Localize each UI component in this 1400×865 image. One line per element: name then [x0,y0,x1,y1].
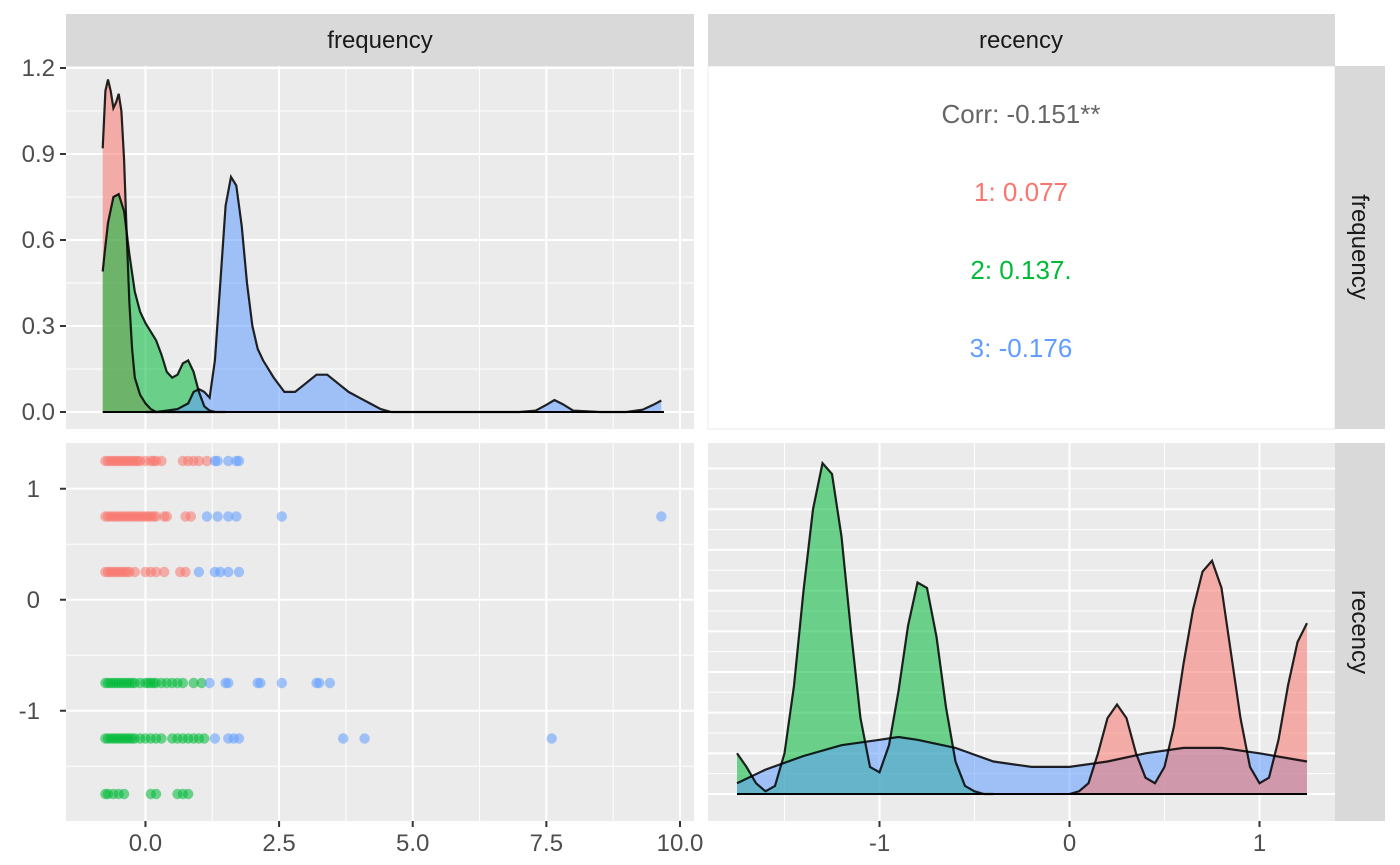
freq-line-group-3 [145,173,662,414]
scatter-point-group-1 [150,566,162,578]
recency-xtick-label: -1 [869,830,890,857]
corr-group-2: 2: 0.137. [970,255,1071,285]
scatter-point-group-1 [180,566,191,578]
scatter-layer [66,443,694,821]
scatter-point-group-3 [212,455,223,467]
scatter-point-group-2 [183,788,194,800]
scatter-point-group-3 [276,677,287,689]
scatter-point-group-2 [196,677,207,689]
freq-xtick-label: 2.5 [262,830,295,857]
strip-label-top-frequency: frequency [327,27,432,54]
scatter-point-group-3 [204,677,215,689]
scatter-point-group-2 [118,788,130,800]
scatter-point-group-3 [546,733,557,744]
scatter-point-group-2 [177,677,189,689]
scatter-point-group-3 [314,677,325,689]
scatter-point-group-3 [338,733,349,744]
recency-area-group-2 [737,463,994,794]
scatter-point-group-2 [150,788,162,800]
freq-ytick-label: 0.9 [22,141,55,168]
scatter-point-group-2 [199,733,210,744]
strip-label-right-recency: recency [1346,590,1373,674]
strip-label-right-frequency: frequency [1346,194,1373,299]
scatter-point-group-3 [212,511,223,522]
scatter-point-group-3 [276,511,287,522]
freq-ytick-label: 0.0 [22,399,55,426]
freq-area-group-2 [102,194,215,412]
strip-top-recency [708,14,1335,66]
panel-correlation [707,65,1336,430]
scatter-ytick-label: -1 [19,698,40,725]
freq-line-group-2 [101,192,216,414]
corr-overall: Corr: -0.151** [942,99,1101,129]
scatter-point-group-3 [233,566,245,578]
scatter-point-group-3 [193,566,205,578]
scatter-point-group-3 [359,733,370,744]
scatter-point-group-1 [159,566,170,578]
panel-scatter [66,443,694,821]
scatter-ytick-label: 1 [27,476,40,503]
scatter-point-group-3 [324,677,336,689]
frequency-density-layer [66,66,694,429]
scatter-point-group-3 [223,677,234,689]
scatter-point-group-3 [209,733,221,744]
scatter-point-group-3 [233,455,245,467]
scatter-point-group-3 [231,511,242,522]
scatter-point-group-3 [223,511,234,522]
recency-density-layer [708,443,1335,821]
scatter-point-group-1 [201,455,213,467]
scatter-point-group-2 [188,677,199,689]
freq-xtick-label: 0.0 [129,830,162,857]
recency-line-group-3 [736,735,1308,785]
freq-ytick-label: 1.2 [22,55,55,82]
recency-xtick-label: 1 [1253,830,1266,857]
recency-xtick-label: 0 [1063,830,1076,857]
strip-right-recency [1335,443,1385,821]
scatter-point-group-1 [129,566,140,578]
corr-group-1: 1: 0.077 [974,177,1068,207]
strip-right-frequency [1335,66,1385,429]
scatter-point-group-2 [156,733,167,744]
scatter-point-group-1 [161,511,172,522]
corr-group-3: 3: -0.176 [970,333,1073,363]
scatter-point-group-1 [193,455,205,467]
recency-area-group-1 [1069,560,1307,794]
strip-label-top-recency: recency [979,27,1063,54]
freq-xtick-label: 5.0 [396,830,429,857]
freq-ytick-label: 0.3 [22,313,55,340]
scatter-point-group-1 [150,511,162,522]
scatter-point-group-3 [223,455,234,467]
scatter-point-group-3 [223,566,234,578]
freq-xtick-label: 7.5 [530,830,563,857]
scatter-point-group-3 [201,511,213,522]
scatter-point-group-3 [255,677,266,689]
freq-xtick-label: 10.0 [657,830,704,857]
recency-line-group-1 [1069,558,1308,796]
scatter-point-group-1 [185,511,197,522]
freq-ytick-label: 0.6 [22,227,55,254]
scatter-point-group-1 [156,455,167,467]
scatter-point-group-3 [215,566,226,578]
scatter-point-group-3 [233,733,245,744]
strip-top-frequency [66,14,694,66]
scatter-ytick-label: 0 [27,587,40,614]
scatter-point-group-3 [656,511,667,522]
